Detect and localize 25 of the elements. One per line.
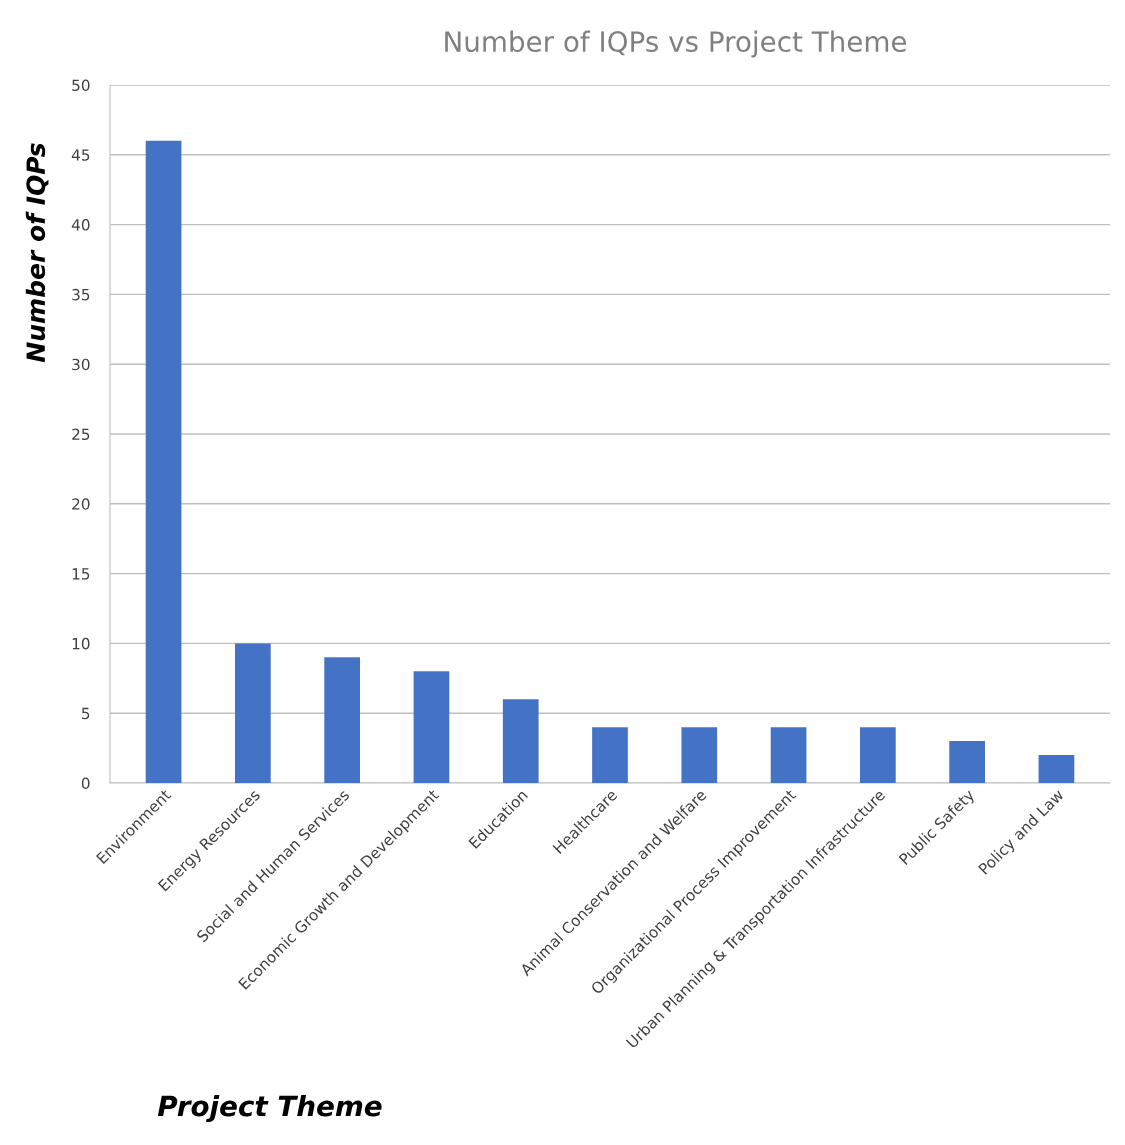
bar xyxy=(949,741,985,783)
y-axis-title: Number of IQPs xyxy=(25,143,49,363)
y-tick-label: 5 xyxy=(82,707,90,720)
y-tick-label: 40 xyxy=(71,219,90,231)
bar xyxy=(860,727,896,783)
bar xyxy=(592,727,628,783)
bar xyxy=(502,699,539,783)
y-tick-label: 20 xyxy=(72,498,90,510)
y-tick-label: 25 xyxy=(72,428,90,441)
y-tick-label: 45 xyxy=(71,149,90,161)
bar xyxy=(1038,755,1075,783)
y-tick-label: 0 xyxy=(81,777,90,790)
bar xyxy=(324,657,360,783)
x-axis-title: Project Theme xyxy=(157,1095,382,1123)
bar xyxy=(235,643,271,783)
y-tick-label: 15 xyxy=(72,568,90,580)
bar xyxy=(681,727,718,783)
y-tick-label: 10 xyxy=(72,637,90,650)
bar xyxy=(145,140,182,783)
y-tick-label: 30 xyxy=(72,358,90,371)
bar xyxy=(770,727,807,783)
bar xyxy=(413,671,450,783)
y-tick-label: 35 xyxy=(72,288,90,301)
chart-title: Number of IQPs vs Project Theme xyxy=(445,30,907,58)
y-tick-label: 50 xyxy=(72,79,90,92)
